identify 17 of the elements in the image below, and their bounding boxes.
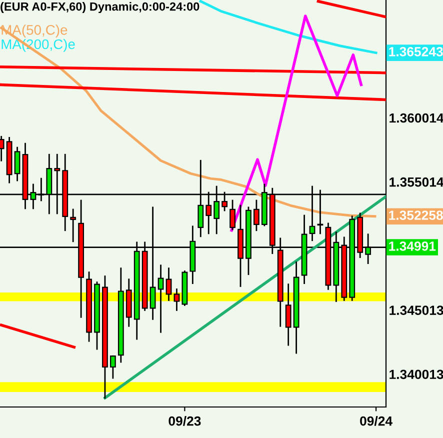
candlestick [285,284,292,346]
candlestick [230,200,236,230]
y-tick-label: 1.340013 [390,370,443,380]
candlestick [166,268,172,301]
candlestick [110,355,116,379]
annotation: 1.34991 [389,241,436,251]
chart-title: (EUR A0-FX,60) Dynamic,0:00-24:00 [0,2,200,14]
candlestick [174,288,180,311]
x-tick-label: 09/24 [360,416,392,426]
x-tick-label: 09/23 [168,416,201,426]
candlestick [14,146,20,182]
annotation: 1.365243 [389,47,443,56]
candlestick [158,264,164,333]
candlestick [254,200,260,232]
y-tick-label: 1.345013 [390,306,443,315]
annotation: 1.352258 [389,210,443,220]
candlestick [70,208,76,242]
